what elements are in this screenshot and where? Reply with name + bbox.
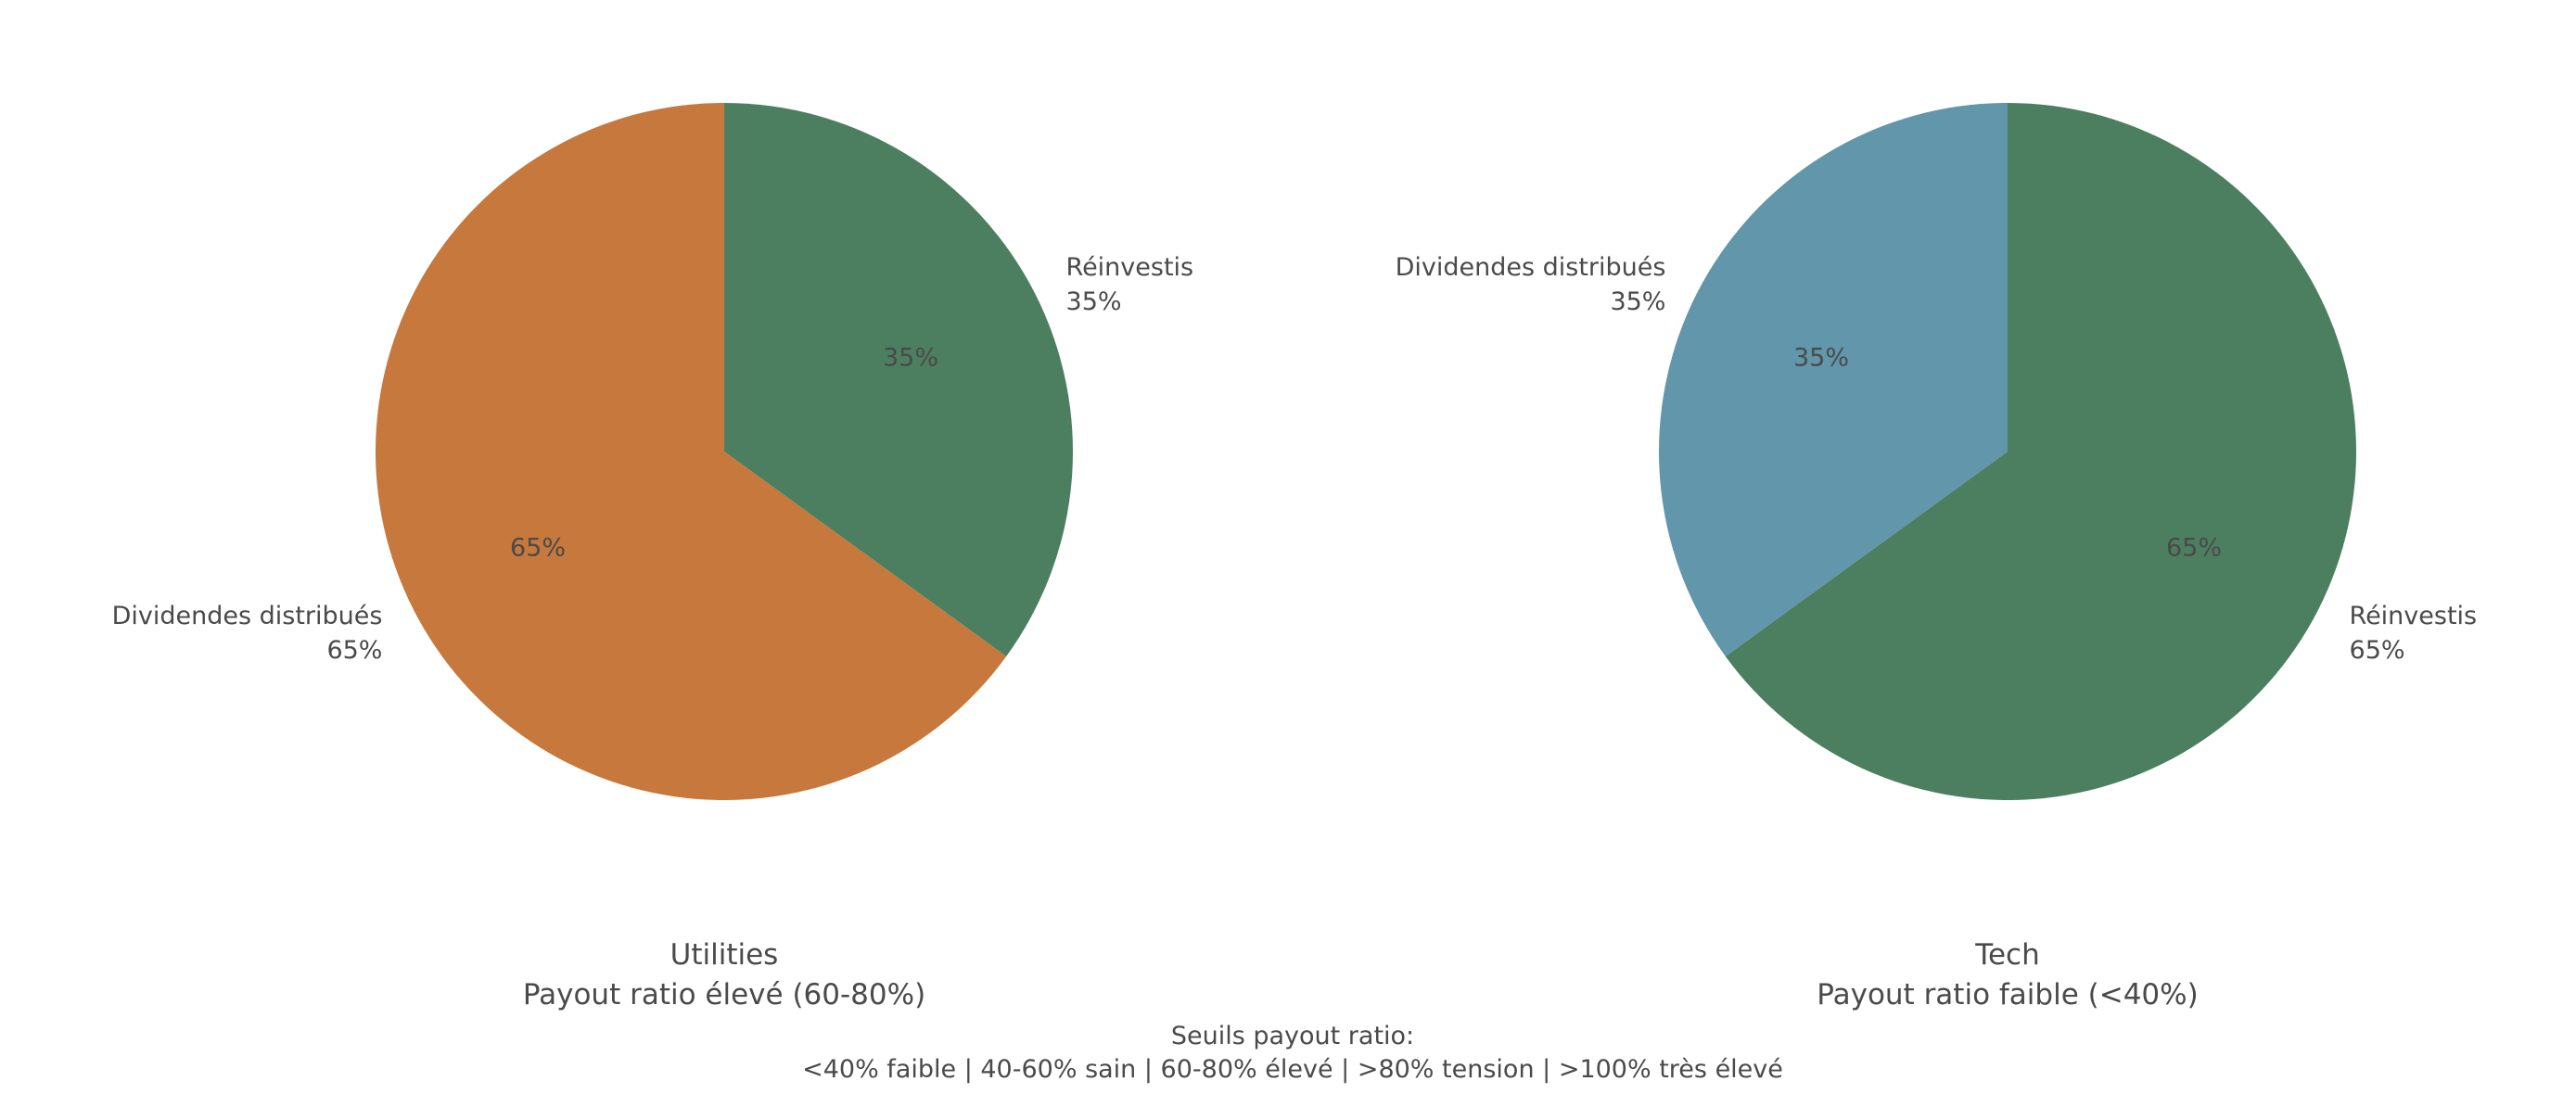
chart-subtitle-0: Payout ratio élevé (60-80%) [523,978,925,1011]
slice-label: Réinvestis [2350,602,2478,630]
slice-percent-label: 35% [1793,344,1849,373]
footer-line-1: Seuils payout ratio: [1171,1022,1414,1050]
pie-slice [375,103,1007,801]
chart-title-1: Tech [1974,938,2039,972]
pie-slice [724,103,1073,657]
slice-label: Réinvestis [1066,253,1194,282]
slice-percent-label: 35% [883,344,938,373]
footer-line-2: <40% faible | 40-60% sain | 60-80% élevé… [802,1055,1783,1084]
slice-percent-label: 65% [2166,533,2222,562]
slice-label: Dividendes distribués [112,602,383,630]
pie-slice [1658,103,2008,657]
slice-label-percent: 65% [326,636,382,665]
slice-label-percent: 35% [1610,287,1665,316]
slice-percent-label: 65% [510,533,566,562]
slice-label-percent: 65% [2350,636,2405,665]
chart-title-0: Utilities [670,938,779,972]
slice-label-percent: 35% [1066,287,1122,316]
pie-slice [1725,103,2356,801]
slice-label: Dividendes distribués [1396,253,1666,282]
chart-subtitle-1: Payout ratio faible (<40%) [1817,978,2198,1011]
